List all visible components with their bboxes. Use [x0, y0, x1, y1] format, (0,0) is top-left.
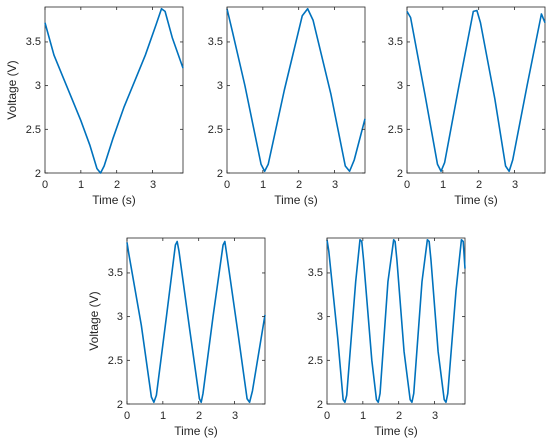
panel-1-ytick-label-0: 2 — [35, 168, 41, 180]
panel-3-xtick-label-0: 0 — [404, 179, 410, 191]
panel-2: 0 1 2 3 2 2.5 3 3.5 Time (s) — [208, 6, 366, 207]
panel-4-xtick-label-1: 1 — [160, 410, 166, 422]
panel-3-ytick-label-0: 2 — [397, 168, 403, 180]
panel-2-ytick-label-1: 2.5 — [208, 124, 223, 136]
panel-3-yticks — [407, 41, 545, 174]
panel-4-yticks — [127, 272, 265, 405]
panel-1-yticks — [45, 41, 183, 174]
panel-3-ytick-label-3: 3.5 — [388, 36, 403, 48]
panel-2-xtick-label-1: 1 — [260, 179, 266, 191]
panel-4-ytick-label-3: 3.5 — [108, 267, 123, 279]
panel-4-xtick-label-2: 2 — [196, 410, 202, 422]
panel-5: 0 1 2 3 2 2.5 3 3.5 Time (s) — [308, 237, 466, 438]
panel-5-xticks — [326, 238, 435, 404]
panel-2-series-line — [226, 7, 366, 173]
panel-4-ylabel: Voltage (V) — [87, 291, 101, 350]
panel-2-yticks — [227, 41, 365, 174]
panel-1-xticks — [44, 7, 153, 173]
panel-5-ytick-label-3: 3.5 — [308, 267, 323, 279]
panel-1: 0 1 2 3 2 2.5 3 3.5 Time (s) Voltage (V) — [5, 6, 184, 207]
panel-3-series-line — [406, 9, 546, 173]
panel-4-series-line — [126, 240, 266, 404]
panel-2-xticks — [226, 7, 335, 173]
panel-2-ytick-label-3: 3.5 — [208, 36, 223, 48]
panel-5-xtick-label-2: 2 — [396, 410, 402, 422]
panel-2-plot-frame — [226, 6, 366, 174]
panel-3-xtick-label-2: 2 — [476, 179, 482, 191]
panel-1-xtick-label-0: 0 — [42, 179, 48, 191]
panel-3-xtick-label-3: 3 — [512, 179, 518, 191]
panel-3-xtick-label-1: 1 — [440, 179, 446, 191]
panel-3: 0 1 2 3 2 2.5 3 3.5 Time (s) — [388, 6, 546, 207]
panel-5-series-line — [326, 238, 466, 404]
panel-5-xtick-label-3: 3 — [432, 410, 438, 422]
panel-2-ytick-label-0: 2 — [217, 168, 223, 180]
panel-4-xtick-label-0: 0 — [124, 410, 130, 422]
panel-5-ytick-label-2: 3 — [317, 311, 323, 323]
panel-3-xticks — [406, 7, 515, 173]
panel-1-ytick-label-3: 3.5 — [26, 36, 41, 48]
panel-5-ytick-label-0: 2 — [317, 399, 323, 411]
panel-1-ytick-label-1: 2.5 — [26, 124, 41, 136]
panel-4-ytick-label-1: 2.5 — [108, 355, 123, 367]
panel-2-ytick-label-2: 3 — [217, 80, 223, 92]
panel-4-xtick-label-3: 3 — [232, 410, 238, 422]
panel-3-ytick-label-1: 2.5 — [388, 124, 403, 136]
panel-2-xtick-label-3: 3 — [332, 179, 338, 191]
panel-2-xtick-label-0: 0 — [224, 179, 230, 191]
panel-3-ytick-label-2: 3 — [397, 80, 403, 92]
panel-5-xtick-label-0: 0 — [324, 410, 330, 422]
panel-5-ytick-label-1: 2.5 — [308, 355, 323, 367]
panel-5-xlabel: Time (s) — [374, 424, 418, 438]
panel-2-xlabel: Time (s) — [274, 193, 318, 207]
panel-1-xlabel: Time (s) — [92, 193, 136, 207]
panel-1-xtick-label-3: 3 — [150, 179, 156, 191]
panel-4-ytick-label-2: 3 — [117, 311, 123, 323]
panel-4: 0 1 2 3 2 2.5 3 3.5 Time (s) Voltage (V) — [87, 237, 266, 438]
panel-4-xticks — [126, 238, 235, 404]
panel-1-xtick-label-1: 1 — [78, 179, 84, 191]
panel-5-xtick-label-1: 1 — [360, 410, 366, 422]
panel-1-plot-frame — [44, 6, 184, 174]
panel-4-xlabel: Time (s) — [174, 424, 218, 438]
panel-4-ytick-label-0: 2 — [117, 399, 123, 411]
panel-3-plot-frame — [406, 6, 546, 174]
panel-5-yticks — [327, 272, 465, 405]
panel-1-xtick-label-2: 2 — [114, 179, 120, 191]
panel-1-ylabel: Voltage (V) — [5, 60, 19, 119]
panel-3-xlabel: Time (s) — [454, 193, 498, 207]
panel-1-series-line — [44, 7, 184, 174]
panel-2-xtick-label-2: 2 — [296, 179, 302, 191]
panel-1-ytick-label-2: 3 — [35, 80, 41, 92]
